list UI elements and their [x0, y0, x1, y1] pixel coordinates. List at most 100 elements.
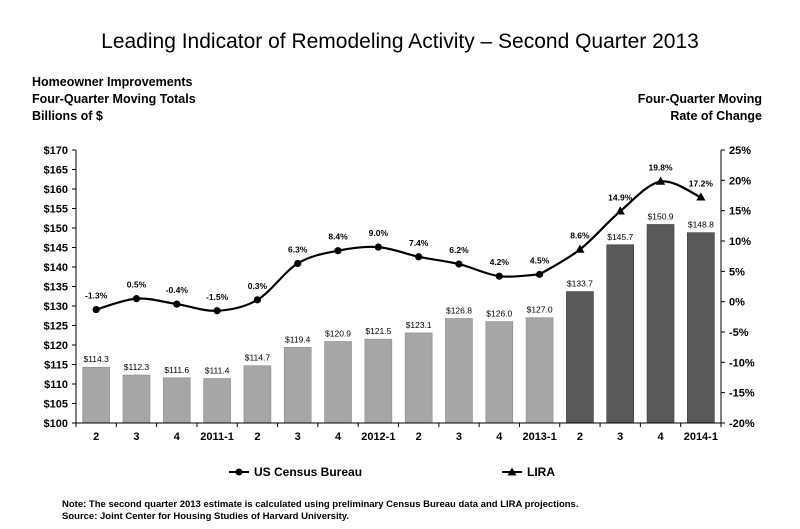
left-axis: $100 $105 $110 $115 $120 $125 $130 $135 $140 $145…: [44, 145, 77, 430]
left-tick-label: $140: [44, 262, 68, 274]
right-tick-label: 20%: [729, 175, 751, 187]
lira-point: [696, 192, 706, 201]
lira-point: [615, 206, 625, 215]
right-tick-label: -5%: [729, 327, 749, 339]
lira-point-label: 17.2%: [689, 178, 714, 188]
right-tick-label: 5%: [729, 266, 745, 278]
bar: [687, 232, 715, 424]
bar-value-label: $126.8: [446, 305, 472, 315]
bar-value-label: $150.9: [648, 211, 674, 221]
census-point: [374, 243, 382, 251]
legend-lira-marker: [507, 467, 517, 476]
right-tick-label: 25%: [729, 145, 751, 157]
census-point-label: 8.4%: [328, 232, 348, 242]
census-point: [334, 247, 342, 255]
left-tick-label: $100: [44, 418, 68, 430]
left-tick-label: $125: [44, 321, 68, 333]
lira-point-label: 8.6%: [570, 230, 590, 240]
bar-value-label: $148.8: [688, 220, 714, 230]
left-tick-label: $130: [44, 301, 68, 313]
bar: [445, 318, 473, 424]
census-point-label: -1.5%: [206, 292, 229, 302]
left-tick-label: $120: [44, 340, 68, 352]
right-tick-label: 15%: [729, 206, 751, 218]
bar: [203, 378, 231, 424]
census-point: [294, 259, 302, 268]
bar: [364, 338, 393, 424]
left-tick-label: $115: [44, 360, 68, 372]
census-point: [92, 305, 100, 314]
x-tick-label: 2: [416, 431, 422, 443]
bar: [162, 377, 191, 424]
bars: $114.3 $112.3 $111.6 $111.4 $114.7 $119.4 $120…: [82, 211, 715, 424]
x-tick-label: 2014-1: [684, 431, 718, 443]
census-point-label: -0.4%: [166, 285, 189, 295]
census-point: [455, 260, 463, 268]
bar-value-label: $133.7: [567, 279, 593, 289]
census-point: [415, 253, 423, 261]
left-tick-label: $170: [44, 145, 68, 157]
census-point-label: 4.2%: [490, 257, 510, 267]
x-tick-label: 4: [174, 431, 181, 443]
x-tick-label: 2011-1: [200, 431, 234, 443]
left-axis-title-line-2: Four-Quarter Moving Totals: [32, 92, 196, 106]
left-tick-label: $165: [44, 165, 68, 177]
right-tick-label: 0%: [729, 297, 745, 309]
bar: [283, 347, 312, 424]
right-tick-label: -20%: [729, 418, 755, 430]
right-tick-label: -15%: [729, 388, 755, 400]
census-point-label: 0.5%: [127, 280, 147, 290]
x-tick-label: 2012-1: [361, 431, 395, 443]
census-point-label: 6.2%: [449, 245, 469, 255]
bar-value-label: $114.7: [245, 353, 271, 363]
lira-point-label: 14.9%: [608, 192, 633, 202]
legend-census-marker: [235, 468, 243, 476]
x-tick-label: 4: [335, 431, 342, 443]
left-axis-title-line-1: Homeowner Improvements: [32, 75, 193, 89]
x-tick-label: 3: [133, 431, 139, 443]
bar: [606, 244, 635, 424]
x-tick-label: 3: [617, 431, 623, 443]
left-tick-label: $160: [44, 184, 68, 196]
chart-title: Leading Indicator of Remodeling Activity…: [101, 30, 699, 53]
footnote: Note: The second quarter 2013 estimate i…: [62, 499, 578, 523]
bar: [404, 332, 433, 424]
left-tick-label: $155: [44, 204, 68, 216]
bar-value-label: $127.0: [527, 305, 553, 315]
bar-value-label: $121.5: [365, 326, 391, 336]
lira-point-label: 19.8%: [648, 163, 673, 173]
bar-value-label: $112.3: [124, 362, 150, 372]
left-tick-label: $110: [44, 379, 68, 391]
x-tick-label: 4: [657, 431, 664, 443]
x-tick-label: 3: [295, 431, 301, 443]
bar: [566, 291, 594, 424]
bar: [525, 317, 554, 424]
census-point: [535, 270, 544, 278]
bar-value-label: $145.7: [607, 232, 633, 242]
footnote-note: Note: The second quarter 2013 estimate i…: [62, 499, 579, 510]
bar-value-label: $123.1: [406, 320, 432, 330]
legend: US Census Bureau LIRA: [229, 465, 555, 479]
bar-value-label: $126.0: [486, 309, 512, 319]
left-tick-label: $105: [44, 399, 68, 411]
left-axis-title-line-3: Billions of $: [32, 109, 103, 123]
bar-value-label: $111.6: [164, 365, 189, 375]
census-point-label: 4.5%: [530, 255, 550, 265]
bar: [122, 374, 151, 424]
legend-census-label: US Census Bureau: [254, 465, 362, 479]
right-axis-title-line-2: Rate of Change: [670, 109, 762, 123]
bar-value-label: $111.4: [205, 366, 230, 376]
right-tick-label: -10%: [729, 357, 755, 369]
bar: [243, 365, 272, 424]
x-tick-label: 4: [496, 431, 503, 443]
left-tick-label: $135: [44, 282, 68, 294]
x-tick-label: 2013-1: [522, 431, 556, 443]
lines: -1.3% 0.5% -0.4% -1.5% 0.3% 6.3% 8.4% 9.0% 7.4% 6…: [85, 163, 713, 315]
right-axis-title-line-1: Four-Quarter Moving: [638, 92, 762, 106]
bar-value-label: $119.4: [285, 334, 311, 344]
bar-value-label: $120.9: [325, 328, 351, 338]
right-tick-label: 10%: [729, 236, 751, 248]
bar-value-label: $114.3: [83, 354, 109, 364]
census-point-label: 9.0%: [369, 228, 389, 238]
